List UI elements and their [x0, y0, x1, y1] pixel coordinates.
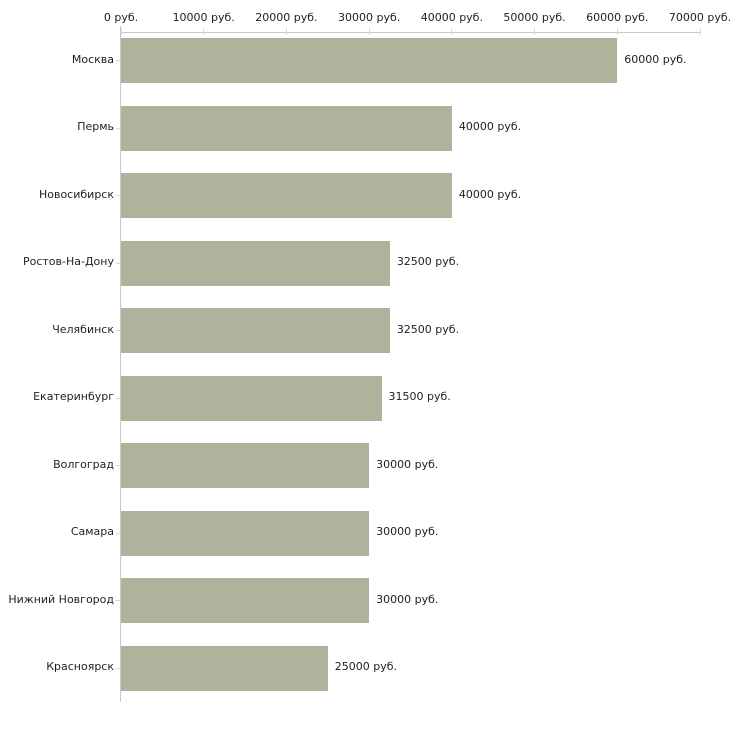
y-axis-tick [116, 397, 121, 399]
x-tick-label: 40000 руб. [420, 11, 483, 24]
category-label: Новосибирск [38, 187, 114, 201]
x-axis-tick [120, 28, 122, 35]
bar [121, 443, 370, 489]
x-axis-tick [285, 28, 287, 35]
x-tick-label: 70000 руб. [668, 11, 730, 24]
x-tick-label: 0 руб. [103, 11, 139, 24]
x-axis-tick [616, 28, 618, 35]
x-axis-tick [368, 28, 370, 35]
bar [121, 38, 618, 83]
y-axis-tick [116, 600, 121, 602]
bar [121, 510, 370, 556]
bar [121, 308, 390, 354]
x-tick-label: 30000 руб. [338, 11, 401, 24]
value-label: 31500 руб. [388, 390, 451, 404]
category-label: Челябинск [52, 322, 114, 336]
value-label: 40000 руб. [458, 120, 522, 134]
y-axis-tick [116, 127, 121, 129]
category-label: Екатеринбург [33, 390, 114, 404]
bar [121, 173, 452, 219]
y-axis-tick [116, 60, 121, 61]
x-tick-label: 10000 руб. [172, 11, 235, 24]
bar [121, 645, 328, 691]
value-label: 30000 руб. [376, 457, 439, 471]
value-label: 30000 руб. [376, 592, 439, 606]
value-label: 30000 руб. [376, 525, 439, 539]
category-label: Красноярск [46, 660, 114, 674]
y-axis-line [120, 26, 121, 702]
y-axis-tick [116, 532, 121, 534]
y-axis-tick [116, 262, 121, 264]
y-axis-tick [116, 195, 121, 197]
y-axis-tick [116, 330, 121, 332]
x-tick-label: 60000 руб. [586, 11, 649, 24]
category-label: Москва [71, 52, 114, 66]
category-label: Нижний Новгород [8, 592, 114, 606]
x-axis-tick [203, 28, 205, 35]
value-label: 32500 руб. [396, 322, 460, 336]
value-label: 32500 руб. [396, 255, 460, 269]
x-tick-label: 50000 руб. [503, 11, 566, 24]
bar [121, 578, 370, 624]
value-label: 25000 руб. [334, 660, 398, 674]
y-axis-tick [116, 667, 121, 669]
category-label: Самара [70, 525, 114, 539]
bar [121, 105, 452, 151]
x-tick-label: 20000 руб. [255, 11, 318, 24]
category-label: Ростов-На-Дону [22, 255, 114, 269]
x-axis-tick [451, 28, 453, 35]
category-label: Волгоград [53, 457, 114, 471]
x-axis-line [121, 32, 701, 33]
bar [121, 375, 382, 421]
value-label: 60000 руб. [624, 52, 687, 66]
x-axis-tick [699, 28, 701, 35]
y-axis-tick [116, 465, 121, 467]
x-axis-tick [534, 28, 536, 35]
value-label: 40000 руб. [458, 187, 522, 201]
category-label: Пермь [77, 120, 114, 134]
bar [121, 240, 390, 286]
